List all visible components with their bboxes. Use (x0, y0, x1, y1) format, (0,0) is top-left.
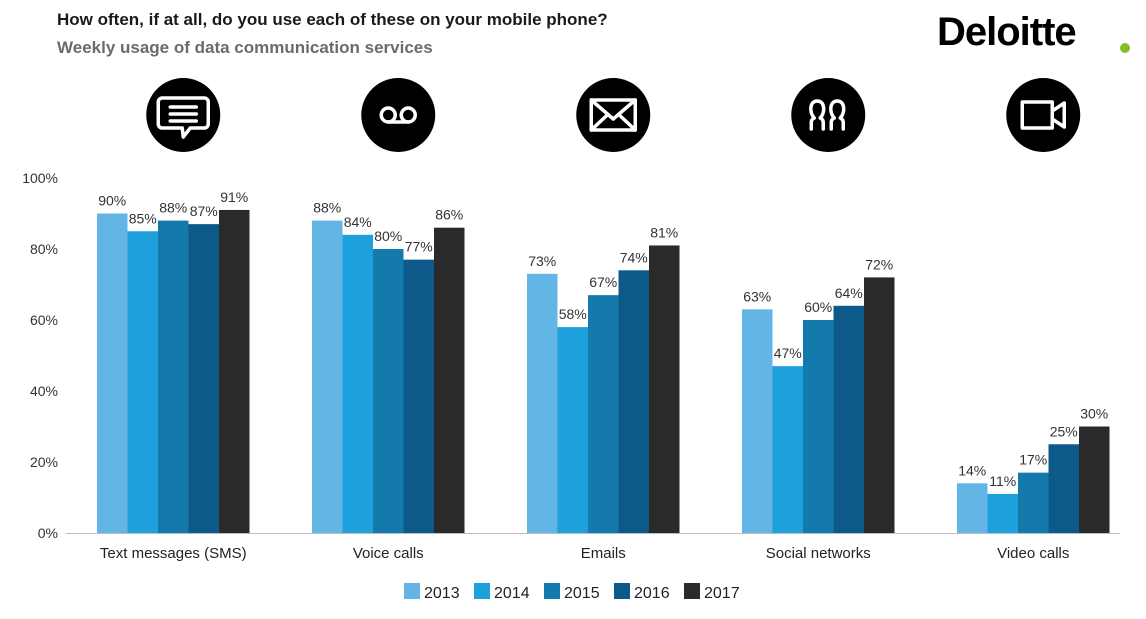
data-label: 11% (989, 473, 1016, 489)
data-label: 63% (743, 288, 771, 304)
legend-swatch (544, 583, 560, 599)
data-label: 73% (528, 253, 556, 269)
data-label: 77% (405, 239, 433, 255)
data-label: 30% (1080, 406, 1108, 422)
logo-dot-icon (1120, 43, 1130, 53)
data-label: 67% (589, 274, 617, 290)
data-label: 88% (159, 200, 187, 216)
legend-item: 2017 (684, 583, 740, 602)
legend-item: 2014 (474, 583, 530, 602)
bar (987, 493, 1018, 533)
bar (434, 227, 465, 533)
data-label: 84% (344, 214, 372, 230)
legend-label: 2016 (634, 585, 670, 602)
y-tick-label: 80% (30, 241, 58, 257)
category-label: Video calls (997, 545, 1069, 562)
bar (864, 277, 895, 533)
legend-item: 2016 (614, 583, 670, 602)
bar (618, 270, 649, 533)
bar (833, 305, 864, 533)
legend-label: 2014 (494, 585, 530, 602)
y-tick-label: 20% (30, 454, 58, 470)
data-labels: 90%85%88% 87%91%88%84%80%77%86%73%58%67%7… (98, 189, 1108, 489)
video-camera-icon (1006, 78, 1081, 152)
voicemail-icon (361, 78, 436, 152)
chart-title: How often, if at all, do you use each of… (57, 10, 608, 29)
y-tick-label: 100% (22, 170, 58, 186)
bar (188, 224, 219, 533)
category-label: Social networks (766, 545, 871, 562)
speech-bubble-icon (146, 78, 221, 152)
data-label: 47% (774, 345, 802, 361)
data-label: 90% (98, 193, 126, 209)
bar (342, 234, 373, 534)
category-label: Voice calls (353, 545, 424, 562)
bar (403, 259, 434, 533)
data-label: 74% (620, 249, 648, 265)
data-label: 80% (374, 228, 402, 244)
data-label: 14% (958, 462, 986, 478)
data-label: 58% (559, 306, 587, 322)
legend-swatch (474, 583, 490, 599)
deloitte-logo: Deloitte (937, 10, 1077, 54)
x-axis: Text messages (SMS) Voice calls Emails Soci… (66, 533, 1120, 562)
data-label: 64% (835, 285, 863, 301)
people-icon (791, 78, 866, 152)
bars (97, 209, 1110, 534)
y-tick-label: 60% (30, 312, 58, 328)
bar (1079, 426, 1110, 533)
bar (373, 249, 404, 533)
bar (957, 483, 988, 533)
bar (742, 309, 773, 533)
legend-label: 2015 (564, 585, 600, 602)
y-axis: 0% 20% 40% 60% 80% 100% (22, 170, 58, 541)
data-label: 91% (220, 189, 248, 205)
envelope-icon (576, 78, 651, 152)
bar (527, 273, 558, 533)
bar (588, 295, 619, 533)
data-label: 85% (129, 210, 157, 226)
legend-label: 2013 (424, 585, 460, 602)
bar (97, 213, 128, 533)
data-label: 17% (1019, 452, 1047, 468)
bar (557, 327, 588, 533)
category-icons (146, 78, 1081, 152)
data-label: 87% (190, 203, 218, 219)
data-label: 88% (313, 200, 341, 216)
data-label: 72% (865, 256, 893, 272)
bar (127, 231, 158, 533)
y-tick-label: 40% (30, 383, 58, 399)
bar (1048, 444, 1079, 533)
data-label: 86% (435, 207, 463, 223)
y-tick-label: 0% (38, 525, 58, 541)
bar (158, 220, 189, 533)
bar (312, 220, 343, 533)
data-label: 81% (650, 224, 678, 240)
legend-swatch (614, 583, 630, 599)
bar (772, 366, 803, 533)
legend-label: 2017 (704, 585, 740, 602)
bar (803, 320, 834, 533)
legend-swatch (404, 583, 420, 599)
legend-swatch (684, 583, 700, 599)
chart-subtitle: Weekly usage of data communication servi… (57, 38, 433, 57)
category-label: Emails (581, 545, 626, 562)
data-label: 25% (1050, 423, 1078, 439)
bar (1018, 472, 1049, 533)
legend-item: 2013 (404, 583, 460, 602)
legend-item: 2015 (544, 583, 600, 602)
data-label: 60% (804, 299, 832, 315)
category-label: Text messages (SMS) (100, 545, 247, 562)
bar (649, 245, 680, 533)
legend: 2013 2014 2015 2016 2017 (404, 583, 740, 602)
bar (219, 209, 250, 533)
